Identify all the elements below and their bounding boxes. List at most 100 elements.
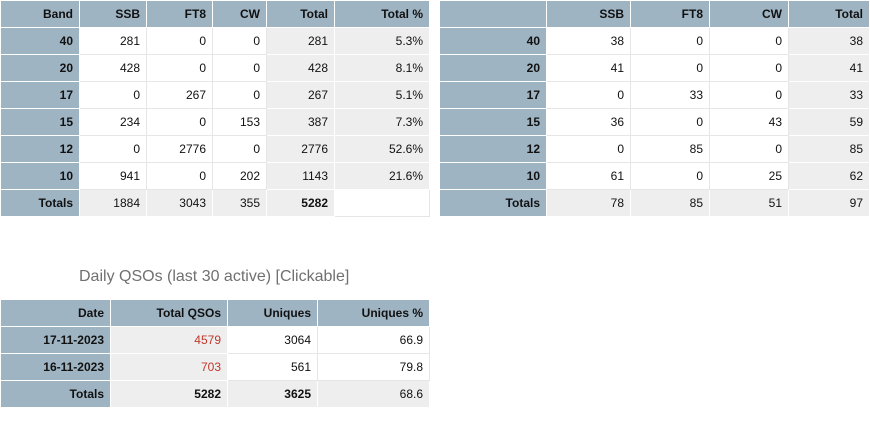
cw-cell: 43	[709, 108, 789, 136]
ssb-cell: 38	[546, 27, 631, 55]
ft8-cell: 0	[630, 27, 710, 55]
total-cell: 281	[266, 27, 335, 55]
uniques-pct-cell: 66.9	[317, 326, 430, 354]
band-cell: 10	[439, 162, 547, 190]
total-cell: 33	[788, 81, 870, 109]
totals-total: 5282	[266, 189, 335, 217]
header-total-qsos: Total QSOs	[110, 299, 228, 327]
total-cell: 38	[788, 27, 870, 55]
header-total-pct: Total %	[334, 0, 430, 28]
total-pct-cell: 5.1%	[334, 81, 430, 109]
ft8-cell: 267	[146, 81, 213, 109]
table-row: 17 0 267 0 267 5.1%	[0, 81, 430, 109]
date-cell: 16-11-2023	[0, 353, 111, 381]
table-row: 15 36 0 43 59	[439, 108, 870, 136]
header-band	[439, 0, 547, 28]
totals-row: Totals 5282 3625 68.6	[0, 380, 430, 408]
header-ssb: SSB	[79, 0, 147, 28]
cw-cell: 153	[212, 108, 267, 136]
totals-uniques-pct: 68.6	[317, 380, 430, 408]
totals-uniques: 3625	[227, 380, 318, 408]
band-cell: 20	[439, 54, 547, 82]
header-uniques: Uniques	[227, 299, 318, 327]
table-row[interactable]: 16-11-2023 703 561 79.8	[0, 353, 430, 381]
ssb-cell: 281	[79, 27, 147, 55]
table-row: 20 428 0 0 428 8.1%	[0, 54, 430, 82]
total-cell: 85	[788, 135, 870, 163]
date-cell: 17-11-2023	[0, 326, 111, 354]
ft8-cell: 85	[630, 135, 710, 163]
totals-label: Totals	[0, 380, 111, 408]
unique-band-table: SSB FT8 CW Total 40 38 0 0 38 20 41 0 0 41 17 0 33 0 3…	[439, 0, 870, 217]
totals-total-qsos: 5282	[110, 380, 228, 408]
table-row: 40 281 0 0 281 5.3%	[0, 27, 430, 55]
cw-cell: 0	[709, 54, 789, 82]
totals-row: Totals 78 85 51 97	[439, 189, 870, 217]
total-cell: 41	[788, 54, 870, 82]
band-table: Band SSB FT8 CW Total Total % 40 281 0 0 281…	[0, 0, 430, 217]
table-row: 12 0 85 0 85	[439, 135, 870, 163]
table-row[interactable]: 17-11-2023 4579 3064 66.9	[0, 326, 430, 354]
totals-label: Totals	[439, 189, 547, 217]
band-cell: 20	[0, 54, 80, 82]
table-row: 12 0 2776 0 2776 52.6%	[0, 135, 430, 163]
table-row: 15 234 0 153 387 7.3%	[0, 108, 430, 136]
totals-cw: 51	[709, 189, 789, 217]
header-total: Total	[788, 0, 870, 28]
cw-cell: 0	[709, 81, 789, 109]
unique-table-header: SSB FT8 CW Total	[439, 0, 870, 28]
cw-cell: 0	[212, 27, 267, 55]
cw-cell: 0	[709, 27, 789, 55]
band-cell: 40	[0, 27, 80, 55]
ssb-cell: 0	[79, 135, 147, 163]
total-pct-cell: 21.6%	[334, 162, 430, 190]
header-ft8: FT8	[146, 0, 213, 28]
ft8-cell: 0	[630, 54, 710, 82]
band-cell: 15	[0, 108, 80, 136]
total-pct-cell: 5.3%	[334, 27, 430, 55]
cw-cell: 25	[709, 162, 789, 190]
header-cw: CW	[709, 0, 789, 28]
daily-qsos-title: Daily QSOs (last 30 active) [Clickable]	[79, 268, 350, 285]
band-cell: 10	[0, 162, 80, 190]
ssb-cell: 0	[546, 135, 631, 163]
totals-cw: 355	[212, 189, 267, 217]
total-qsos-link[interactable]: 4579	[110, 326, 228, 354]
table-row: 10 61 0 25 62	[439, 162, 870, 190]
total-pct-cell: 7.3%	[334, 108, 430, 136]
total-cell: 1143	[266, 162, 335, 190]
header-ft8: FT8	[630, 0, 710, 28]
totals-ft8: 3043	[146, 189, 213, 217]
header-ssb: SSB	[546, 0, 631, 28]
uniques-pct-cell: 79.8	[317, 353, 430, 381]
cw-cell: 0	[212, 81, 267, 109]
totals-row: Totals 1884 3043 355 5282	[0, 189, 430, 217]
band-cell: 12	[0, 135, 80, 163]
ssb-cell: 0	[79, 81, 147, 109]
ft8-cell: 0	[630, 108, 710, 136]
daily-qsos-table: Date Total QSOs Uniques Uniques % 17-11-…	[0, 299, 430, 408]
band-cell: 17	[0, 81, 80, 109]
total-cell: 387	[266, 108, 335, 136]
totals-total: 97	[788, 189, 870, 217]
ssb-cell: 234	[79, 108, 147, 136]
ft8-cell: 33	[630, 81, 710, 109]
total-cell: 59	[788, 108, 870, 136]
daily-table-header: Date Total QSOs Uniques Uniques %	[0, 299, 430, 327]
band-cell: 40	[439, 27, 547, 55]
band-cell: 12	[439, 135, 547, 163]
total-cell: 267	[266, 81, 335, 109]
uniques-cell: 561	[227, 353, 318, 381]
header-date: Date	[0, 299, 111, 327]
totals-ssb: 78	[546, 189, 631, 217]
ft8-cell: 0	[630, 162, 710, 190]
uniques-cell: 3064	[227, 326, 318, 354]
ft8-cell: 0	[146, 54, 213, 82]
header-total: Total	[266, 0, 335, 28]
total-qsos-link[interactable]: 703	[110, 353, 228, 381]
cw-cell: 0	[212, 135, 267, 163]
ssb-cell: 36	[546, 108, 631, 136]
cw-cell: 0	[709, 135, 789, 163]
table-row: 17 0 33 0 33	[439, 81, 870, 109]
totals-ft8: 85	[630, 189, 710, 217]
